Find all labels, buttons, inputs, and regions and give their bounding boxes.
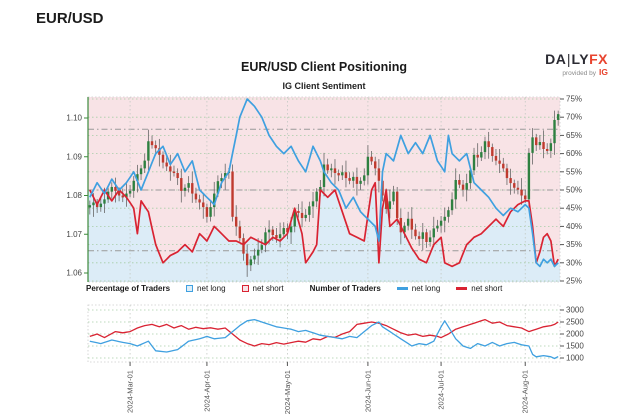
- date-tick-label: 2024-Jul-01: [437, 370, 446, 410]
- net-short-swatch-icon: [241, 285, 249, 292]
- pct-tick-label: 70%: [566, 113, 582, 122]
- count-tick-label: 1000: [566, 354, 584, 363]
- net-short-line-icon: [456, 287, 468, 290]
- legend-num-net-short: net short: [456, 284, 502, 293]
- pct-tick-label: 60%: [566, 149, 582, 158]
- date-tick-label: 2024-Mar-01: [126, 370, 135, 413]
- pct-tick-label: 50%: [566, 186, 582, 195]
- date-tick-label: 2024-May-01: [283, 370, 292, 414]
- traders-count-panel: 3000 2500 2000 1500 1000 2024-Mar-01 2024-Apr-…: [87, 304, 584, 414]
- chart-subtitle: IG Client Sentiment: [282, 81, 366, 91]
- chart-title: EUR/USD Client Positioning: [241, 60, 407, 74]
- date-tick-label: 2024-Apr-01: [202, 370, 211, 412]
- price-tick-label: 1.08: [66, 191, 82, 200]
- net-long-swatch-icon: [186, 285, 194, 292]
- main-panel: [88, 97, 560, 282]
- legend-pct-net-long: net long: [186, 284, 226, 293]
- pct-tick-label: 35%: [566, 240, 582, 249]
- pct-tick-label: 40%: [566, 222, 582, 231]
- pct-tick-label: 55%: [566, 167, 582, 176]
- date-tick-label: 2024-Jun-01: [363, 370, 372, 412]
- legend-pct-net-short: net short: [241, 284, 284, 293]
- date-tick-label: 2024-Aug-01: [521, 370, 530, 413]
- dailyfx-wordmark: DA|LYFX: [545, 51, 608, 67]
- pct-tick-label: 65%: [566, 131, 582, 140]
- price-tick-label: 1.09: [66, 152, 82, 161]
- count-tick-label: 2000: [566, 330, 584, 339]
- price-tick-label: 1.10: [66, 114, 82, 123]
- pct-tick-label: 45%: [566, 204, 582, 213]
- dailyfx-logo: DA|LYFX provided by IG: [545, 51, 608, 78]
- count-tick-label: 1500: [566, 342, 584, 351]
- legend-num-group-label: Number of Traders: [309, 284, 381, 293]
- pct-tick-label: 75%: [566, 95, 582, 104]
- price-tick-label: 1.06: [66, 269, 82, 278]
- pct-tick-label: 30%: [566, 258, 582, 267]
- count-tick-label: 3000: [566, 306, 584, 315]
- legend-pct-group-label: Percentage of Traders: [86, 284, 171, 293]
- count-tick-label: 2500: [566, 318, 584, 327]
- provided-by-ig: provided by IG: [562, 67, 608, 78]
- chart-legend: Percentage of Traders net long net short…: [86, 284, 562, 293]
- page-title: EUR/USD: [36, 10, 104, 27]
- net-long-line-icon: [396, 287, 408, 290]
- legend-num-net-long: net long: [396, 284, 440, 293]
- price-tick-label: 1.07: [66, 230, 82, 239]
- pct-tick-label: 25%: [566, 277, 582, 286]
- logo-bar-icon: |: [566, 51, 571, 67]
